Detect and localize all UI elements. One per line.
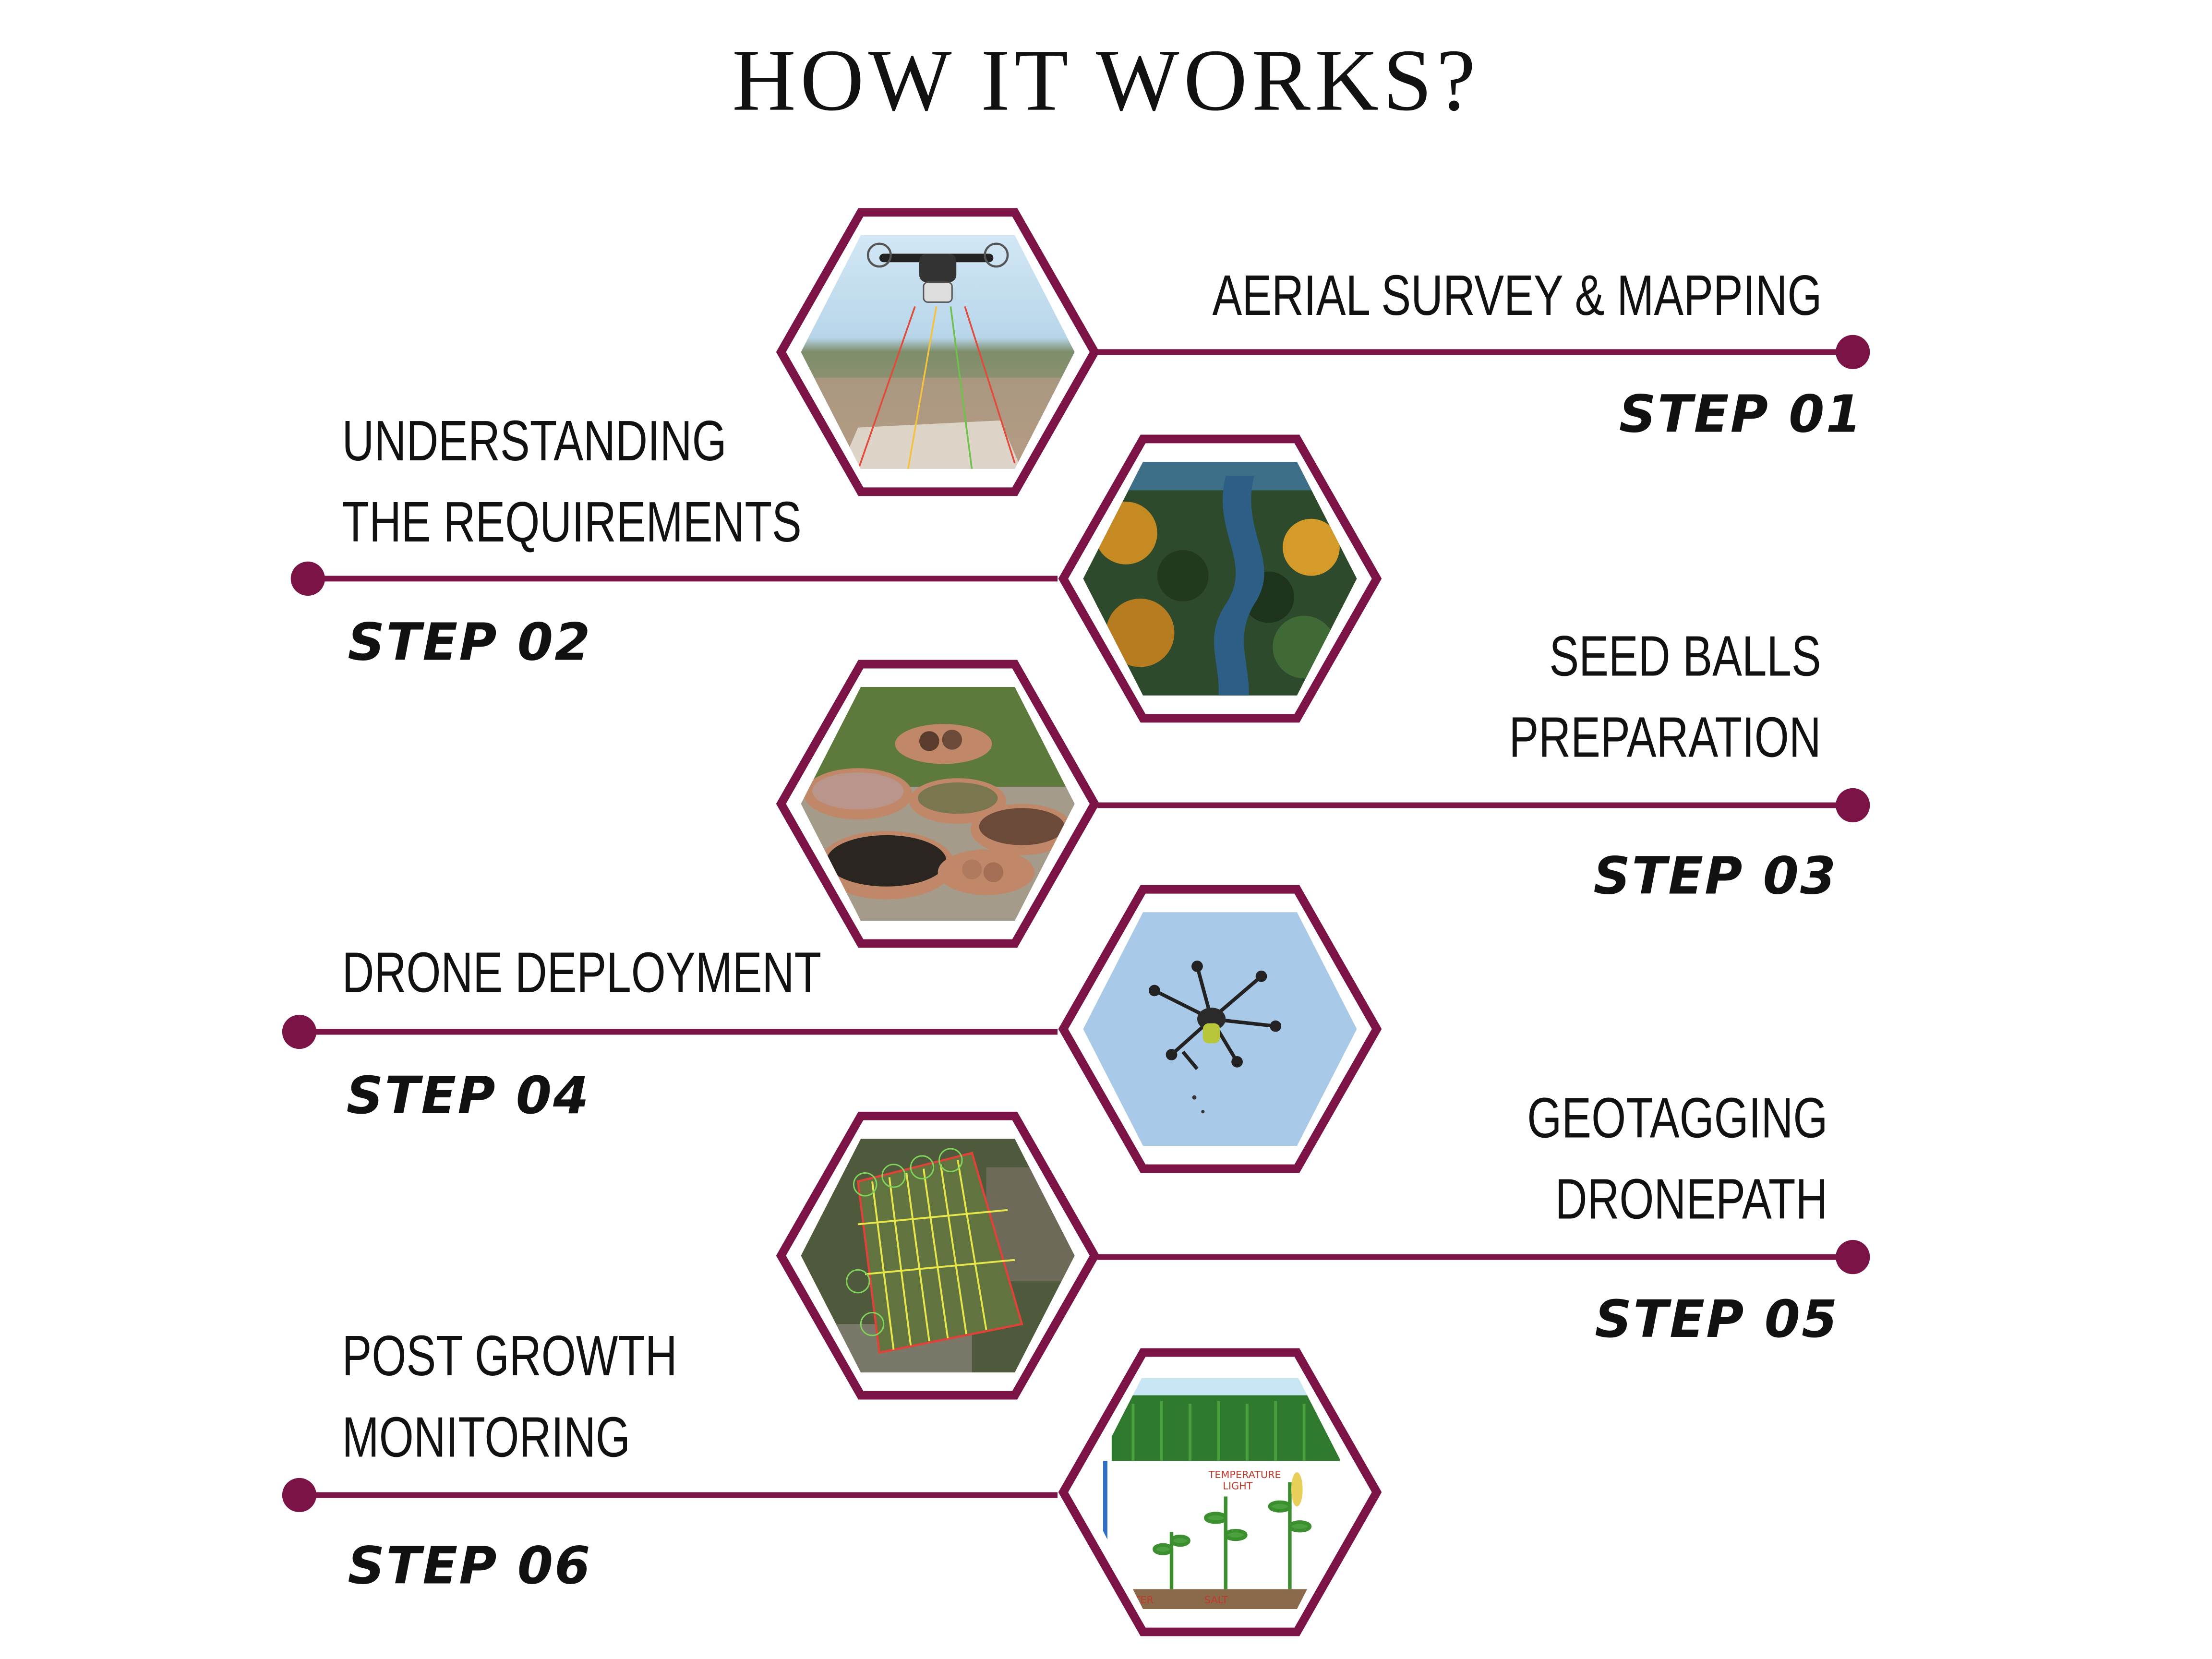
connector-line [1097,802,1853,808]
step-number: STEP 06 [348,1538,592,1597]
step-label-line: MONITORING [342,1407,630,1470]
connector-line [1097,1254,1853,1260]
connector-dot [1836,1240,1870,1274]
step-label: DRONE DEPLOYMENT [342,934,822,1015]
step-label: SEED BALLS PREPARATION [1509,617,1821,780]
step-label-line: GEOTAGGING [1527,1087,1827,1150]
step-number: STEP 05 [1595,1291,1839,1350]
step-label-line: THE REQUIREMENTS [342,492,802,554]
step-label-line: POST GROWTH [342,1325,677,1388]
step-number: STEP 03 [1593,848,1838,907]
connector-line [305,1492,1058,1498]
hex-image-map-path [772,1110,1103,1401]
step-label: POST GROWTH MONITORING [342,1317,677,1479]
step-label: UNDERSTANDING THE REQUIREMENTS [342,402,802,564]
step-label-line: DRONE DEPLOYMENT [342,942,822,1005]
hex-image-seed-balls [772,659,1103,950]
hex-image-drone-survey [772,207,1103,498]
step-number: STEP 01 [1619,386,1863,445]
hex-image-crop-growth: TEMPERATURE LIGHT WATER SALT [1055,1347,1385,1638]
page-title: HOW IT WORKS? [732,33,1480,130]
step-number: STEP 02 [348,614,592,673]
step-label-line: SEED BALLS [1549,625,1822,689]
connector-dot [282,1014,317,1049]
hex-image-drone-sky [1055,884,1385,1175]
step-label: AERIAL SURVEY & MAPPING [1212,256,1822,337]
connector-dot [290,561,325,596]
step-label-line: PREPARATION [1509,707,1822,770]
svg-text:TEMPERATURE: TEMPERATURE [1208,1469,1281,1480]
connector-dot [282,1478,317,1513]
svg-text:SALT: SALT [1204,1594,1228,1606]
connector-dot [1836,335,1870,369]
step-label-line: AERIAL SURVEY & MAPPING [1212,265,1822,328]
svg-text:LIGHT: LIGHT [1223,1480,1252,1492]
step-number: STEP 04 [346,1067,590,1126]
connector-line [305,576,1058,582]
connector-dot [1836,788,1870,823]
hex-image-forest-river [1055,433,1385,724]
connector-line [1097,349,1853,355]
connector-line [305,1029,1058,1035]
step-label: GEOTAGGING DRONEPATH [1527,1079,1827,1241]
step-label-line: UNDERSTANDING [342,410,727,473]
step-label-line: DRONEPATH [1554,1168,1827,1232]
